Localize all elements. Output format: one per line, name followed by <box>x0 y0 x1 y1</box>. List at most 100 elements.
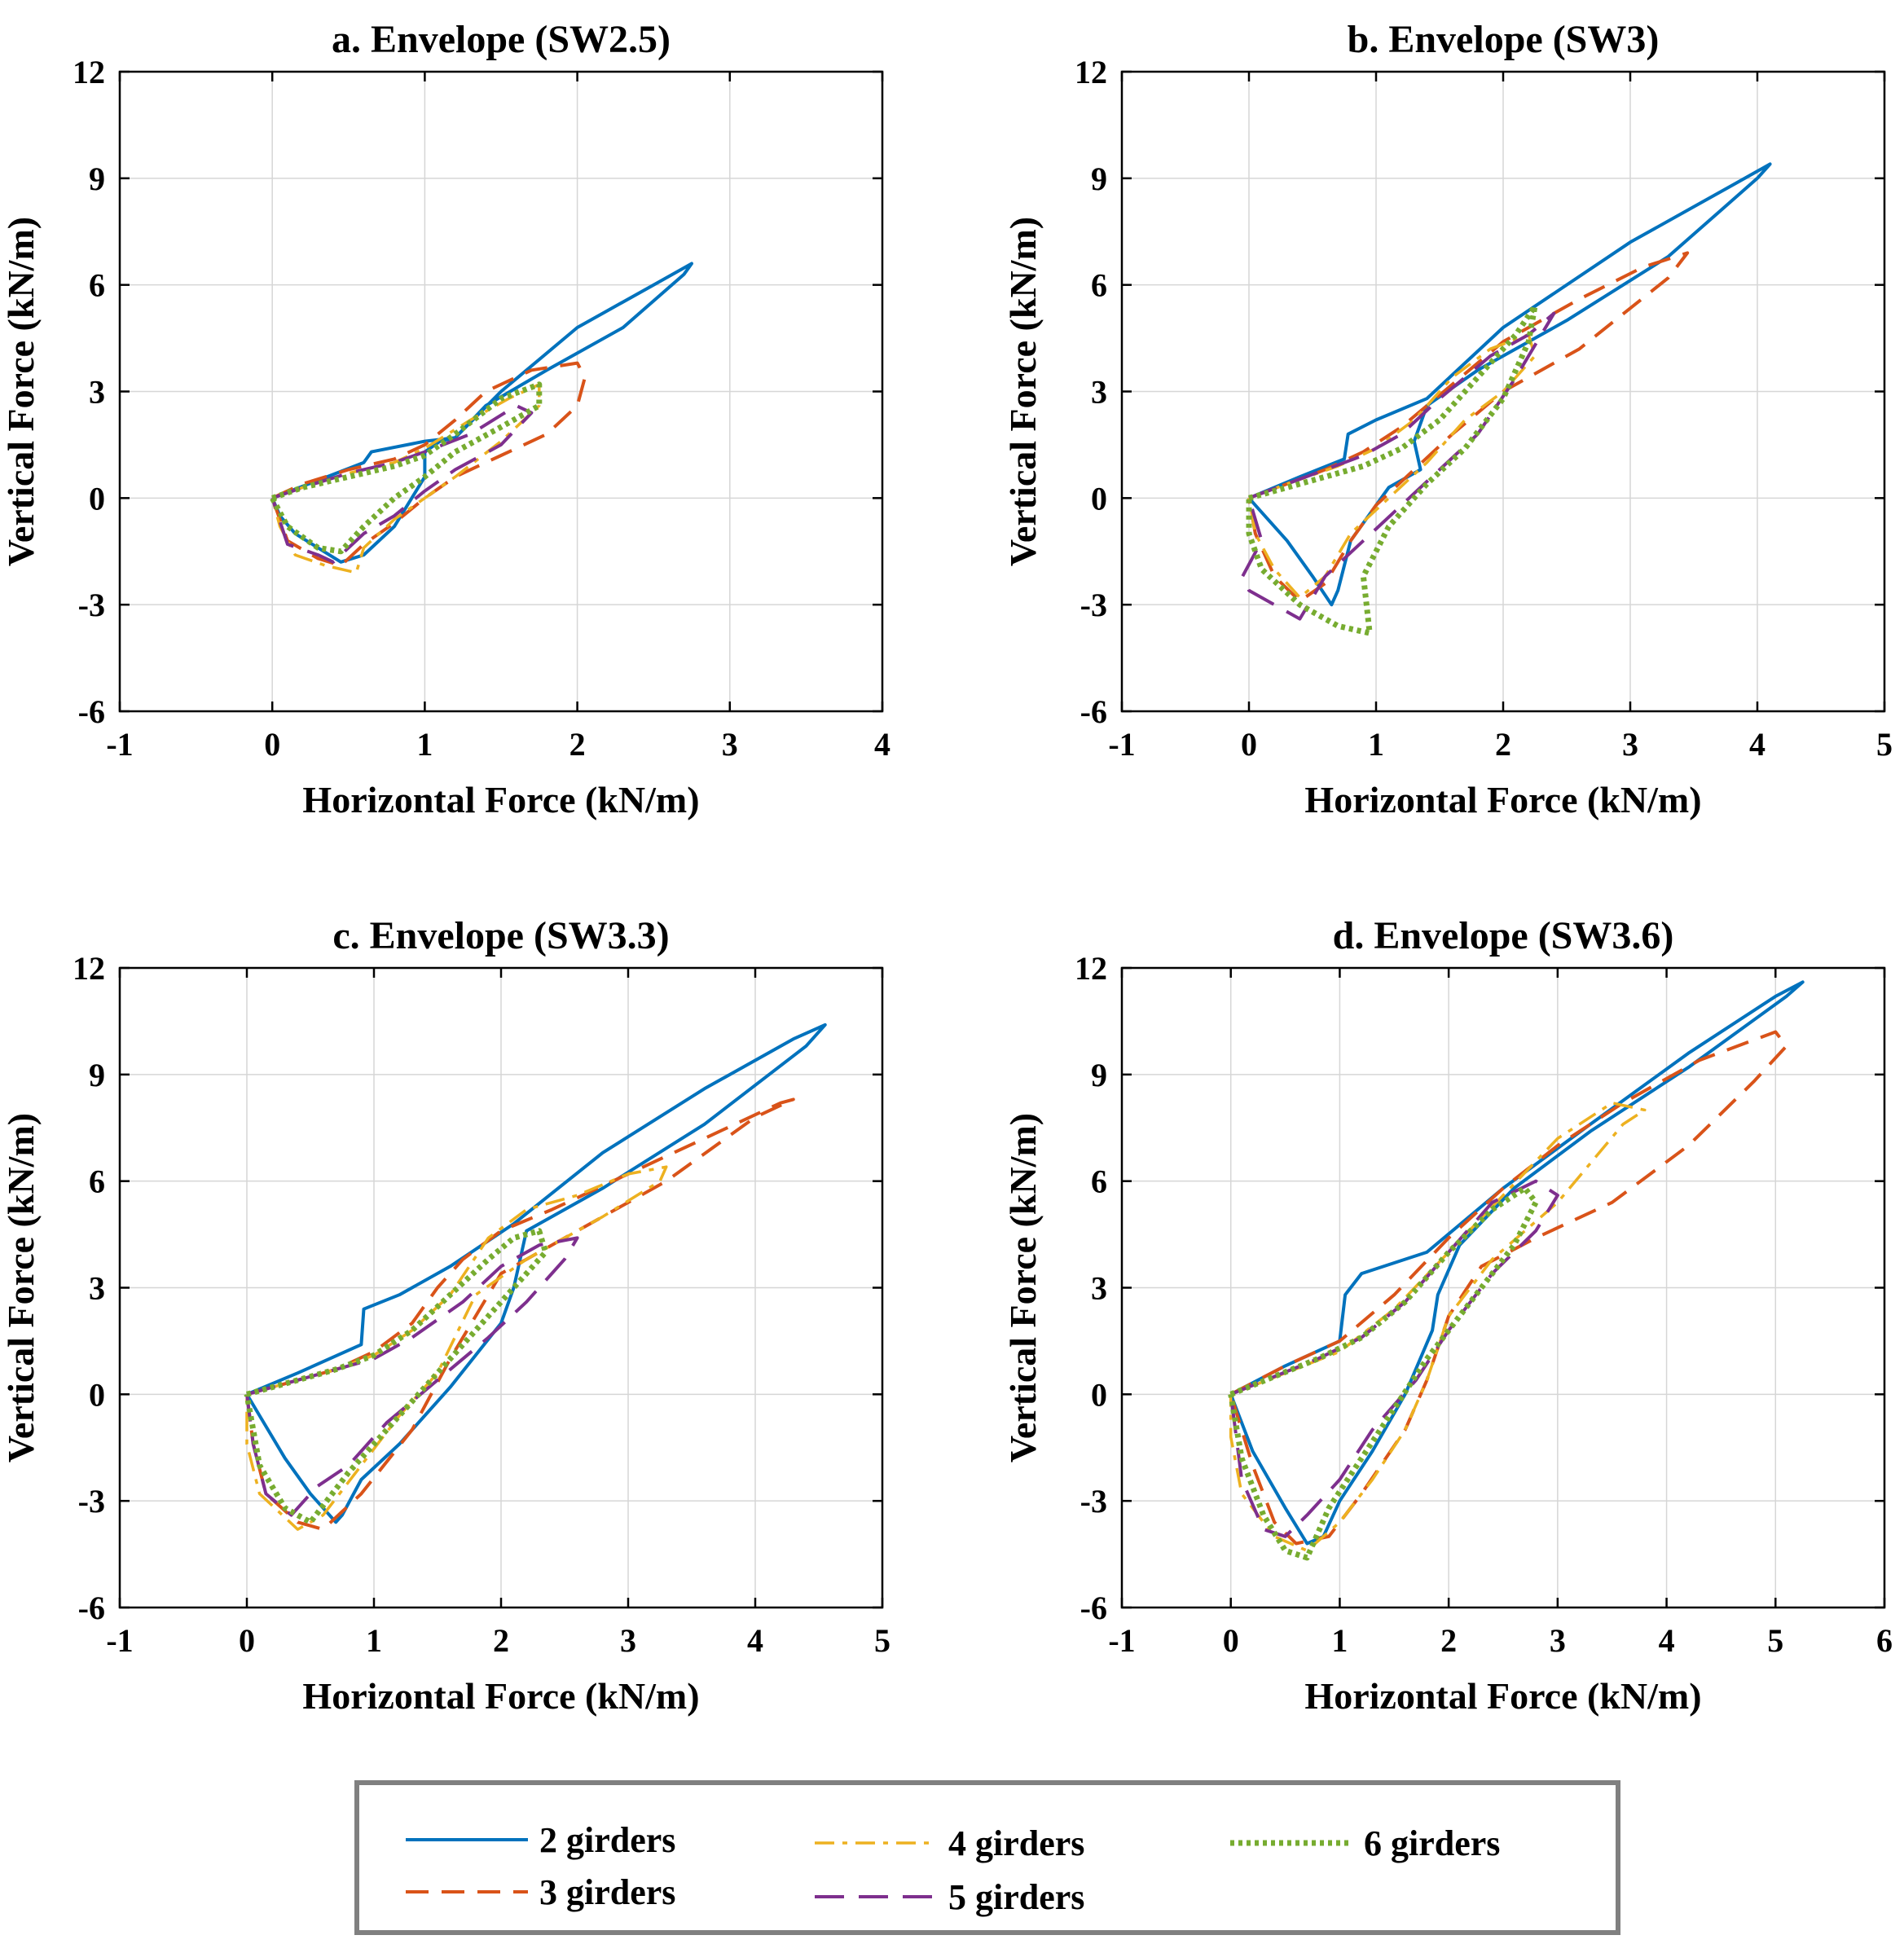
x-tick-label: 3 <box>620 1622 636 1659</box>
series-line-2-girders <box>270 262 693 564</box>
x-tick-label: 5 <box>1767 1622 1783 1659</box>
x-axis-label: Horizontal Force (kN/m) <box>1304 1675 1701 1717</box>
y-tick-label: 9 <box>89 161 105 197</box>
x-tick-label: 2 <box>569 726 586 763</box>
series-line-3-girders <box>270 361 587 568</box>
y-tick-label: -6 <box>78 1590 105 1626</box>
y-tick-label: 6 <box>89 267 105 304</box>
series-line-4-girders <box>270 383 541 574</box>
x-axis-label: Horizontal Force (kN/m) <box>302 1675 699 1717</box>
panel-d: d. Envelope (SW3.6)-1 0 1 2 3 4 5 6-6-3036912Ho… <box>1002 914 1893 1717</box>
x-tick-label: 2 <box>493 1622 509 1659</box>
x-tick-label: 1 <box>1368 726 1384 763</box>
x-tick-label: 1 <box>1331 1622 1348 1659</box>
y-tick-label: 9 <box>89 1057 105 1093</box>
y-tick-label: 9 <box>1091 161 1107 197</box>
y-axis-label: Vertical Force (kN/m) <box>1002 1113 1044 1462</box>
series-line-3-girders <box>1247 251 1690 603</box>
x-tick-label: -1 <box>1108 726 1135 763</box>
y-tick-label: 0 <box>1091 480 1107 517</box>
x-tick-label: 3 <box>1622 726 1638 763</box>
legend-label: 4 girders <box>948 1823 1084 1863</box>
series-line-4-girders <box>1247 332 1537 600</box>
x-axis-label: Horizontal Force (kN/m) <box>302 779 699 820</box>
series-line-5-girders <box>245 1236 579 1517</box>
y-tick-label: 3 <box>1091 374 1107 411</box>
legend-item-5-girders: 5 girders <box>815 1877 1084 1917</box>
panel-title: b. Envelope (SW3) <box>1348 18 1660 61</box>
y-axis-label: Vertical Force (kN/m) <box>0 217 42 566</box>
x-tick-label: -1 <box>106 726 133 763</box>
x-tick-label: 6 <box>1876 1622 1893 1659</box>
panel-title: c. Envelope (SW3.3) <box>332 914 669 957</box>
y-tick-label: 0 <box>1091 1376 1107 1413</box>
panels: a. Envelope (SW2.5)-1 0 1 2 3 4-6-3036912Hori… <box>0 18 1893 1717</box>
y-axis-label: Vertical Force (kN/m) <box>1002 217 1044 566</box>
x-tick-label: 0 <box>1241 726 1257 763</box>
y-tick-label: -6 <box>1080 693 1107 730</box>
y-tick-label: 6 <box>1091 267 1107 304</box>
y-tick-label: 12 <box>1075 950 1107 987</box>
y-tick-label: 3 <box>89 1270 105 1307</box>
x-tick-label: 4 <box>747 1622 763 1659</box>
series-line-5-girders <box>1229 1179 1559 1538</box>
x-tick-label: 0 <box>264 726 280 763</box>
y-tick-label: 3 <box>89 374 105 411</box>
series-line-2-girders <box>1247 162 1772 607</box>
panel-c: c. Envelope (SW3.3)-1 0 1 2 3 4 5-6-3036912Hor… <box>0 914 890 1717</box>
x-tick-label: 1 <box>416 726 433 763</box>
legend-item-4-girders: 4 girders <box>815 1823 1084 1863</box>
y-tick-label: 3 <box>1091 1270 1107 1307</box>
x-tick-label: -1 <box>1108 1622 1135 1659</box>
legend-label: 6 girders <box>1364 1823 1500 1863</box>
x-tick-label: 4 <box>874 726 890 763</box>
legend-item-2-girders: 2 girders <box>406 1820 675 1860</box>
y-tick-label: 12 <box>73 950 105 987</box>
series-line-3-girders <box>1229 1030 1788 1546</box>
y-tick-label: -6 <box>78 693 105 730</box>
x-tick-label: -1 <box>106 1622 133 1659</box>
series-line-3-girders <box>245 1097 795 1532</box>
x-tick-label: 3 <box>1550 1622 1566 1659</box>
y-tick-label: -3 <box>1080 587 1107 623</box>
y-tick-label: 12 <box>73 54 105 90</box>
legend-label: 2 girders <box>539 1820 675 1860</box>
x-tick-label: 4 <box>1659 1622 1675 1659</box>
series-line-6-girders <box>1228 1185 1539 1561</box>
x-tick-label: 4 <box>1749 726 1765 763</box>
y-tick-label: -6 <box>1080 1590 1107 1626</box>
x-tick-label: 5 <box>1876 726 1893 763</box>
legend-box <box>354 1780 1620 1935</box>
y-tick-label: 6 <box>89 1163 105 1200</box>
legend: 2 girders 3 girders 4 girders 5 girders 6 gi… <box>354 1780 1620 1935</box>
x-tick-label: 1 <box>366 1622 382 1659</box>
series-line-2-girders <box>1229 980 1805 1546</box>
panel-b: b. Envelope (SW3)-1 0 1 2 3 4 5-6-3036912Horiz… <box>1002 18 1893 820</box>
y-tick-label: -3 <box>78 1483 105 1520</box>
x-tick-label: 2 <box>1440 1622 1457 1659</box>
x-tick-label: 0 <box>239 1622 255 1659</box>
series-line-4-girders <box>1229 1101 1647 1552</box>
y-tick-label: 0 <box>89 1376 105 1413</box>
y-tick-label: 12 <box>1075 54 1107 90</box>
x-tick-label: 5 <box>874 1622 890 1659</box>
panel-a: a. Envelope (SW2.5)-1 0 1 2 3 4-6-3036912Hori… <box>0 18 890 820</box>
legend-item-6-girders: 6 girders <box>1230 1823 1500 1863</box>
y-tick-label: -3 <box>78 587 105 623</box>
legend-label: 3 girders <box>539 1872 675 1912</box>
y-tick-label: 0 <box>89 480 105 517</box>
x-tick-label: 2 <box>1495 726 1511 763</box>
series-line-6-girders <box>244 1228 549 1525</box>
y-tick-label: 9 <box>1091 1057 1107 1093</box>
series-line-5-girders <box>270 403 534 564</box>
series-line-6-girders <box>270 381 543 555</box>
series-line-6-girders <box>1246 303 1538 636</box>
legend-label: 5 girders <box>948 1877 1084 1917</box>
x-axis-label: Horizontal Force (kN/m) <box>1304 779 1701 820</box>
y-tick-label: 6 <box>1091 1163 1107 1200</box>
legend-item-3-girders: 3 girders <box>406 1872 675 1912</box>
x-tick-label: 3 <box>722 726 738 763</box>
y-tick-label: -3 <box>1080 1483 1107 1520</box>
y-axis-label: Vertical Force (kN/m) <box>0 1113 42 1462</box>
